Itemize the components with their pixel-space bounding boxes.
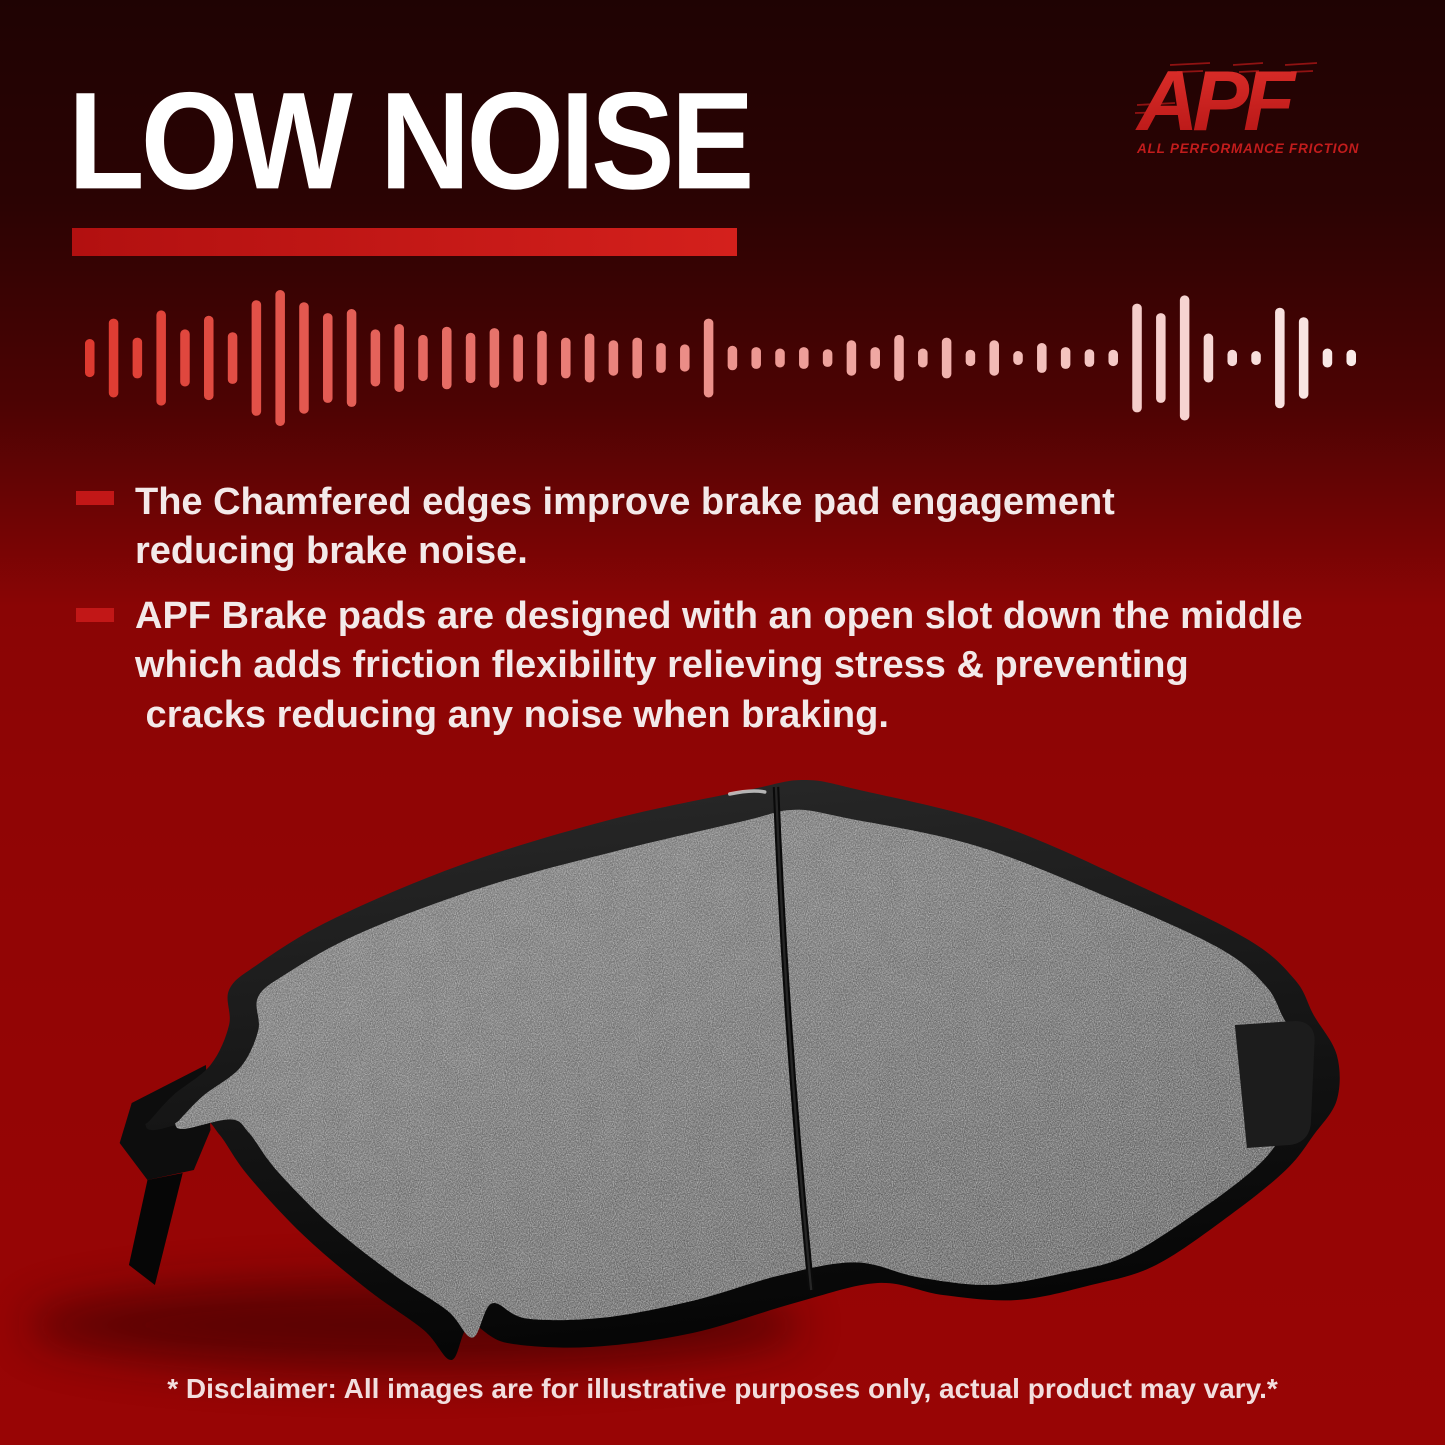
svg-text:ALL PERFORMANCE FRICTION: ALL PERFORMANCE FRICTION: [1136, 141, 1359, 156]
svg-text:APF: APF: [1135, 54, 1297, 149]
